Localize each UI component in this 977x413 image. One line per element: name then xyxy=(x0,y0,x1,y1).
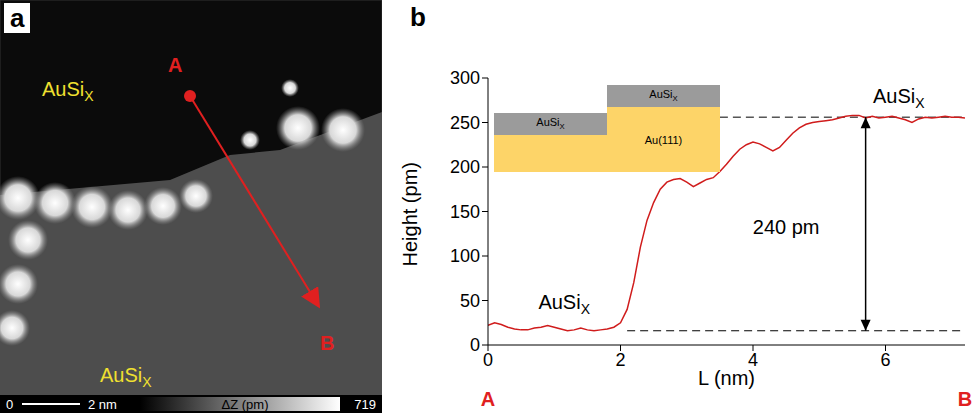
html-text:b: b xyxy=(410,2,426,32)
svg-text:0: 0 xyxy=(470,335,480,355)
svg-text:719: 719 xyxy=(354,397,376,412)
html-text:Au(111): Au(111) xyxy=(644,133,683,146)
svg-text:ΔZ (pm): ΔZ (pm) xyxy=(222,397,269,412)
html-text:AuSiX: AuSiX xyxy=(536,116,565,132)
svg-text:AuSiX: AuSiX xyxy=(873,85,925,111)
svg-text:6: 6 xyxy=(880,350,890,370)
svg-text:4: 4 xyxy=(748,349,758,370)
html-text:B: B xyxy=(957,388,973,410)
svg-text:300: 300 xyxy=(450,68,480,88)
svg-text:AuSiX: AuSiX xyxy=(538,291,590,317)
svg-text:Height (pm): Height (pm) xyxy=(400,162,421,266)
svg-text:100: 100 xyxy=(450,246,480,266)
svg-text:200: 200 xyxy=(450,157,480,177)
svg-text:0: 0 xyxy=(6,397,13,412)
html-text:AuSiX: AuSiX xyxy=(649,88,678,104)
svg-text:150: 150 xyxy=(450,202,480,222)
svg-text:2: 2 xyxy=(615,350,625,370)
svg-text:2 nm: 2 nm xyxy=(88,397,117,412)
svg-text:50: 50 xyxy=(460,291,480,311)
svg-text:240 pm: 240 pm xyxy=(753,216,820,238)
html-text:a: a xyxy=(10,3,25,33)
html-text:A: A xyxy=(480,388,496,410)
svg-text:AuSiX: AuSiX xyxy=(42,78,94,104)
svg-text:L (nm): L (nm) xyxy=(698,367,755,389)
svg-text:0: 0 xyxy=(483,350,493,370)
svg-text:B: B xyxy=(320,332,334,354)
svg-text:AuSiX: AuSiX xyxy=(100,364,152,390)
svg-text:250: 250 xyxy=(450,113,480,133)
svg-text:A: A xyxy=(168,54,182,76)
